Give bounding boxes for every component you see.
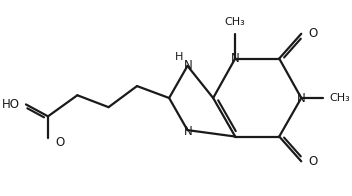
Text: O: O [309, 27, 318, 40]
Text: N: N [184, 59, 193, 72]
Text: HO: HO [1, 98, 20, 111]
Text: O: O [309, 155, 318, 168]
Text: N: N [231, 52, 240, 65]
Text: O: O [55, 136, 64, 149]
Text: CH₃: CH₃ [225, 17, 246, 27]
Text: CH₃: CH₃ [330, 93, 351, 103]
Text: N: N [184, 125, 193, 138]
Text: H: H [175, 52, 183, 62]
Text: N: N [297, 92, 306, 104]
